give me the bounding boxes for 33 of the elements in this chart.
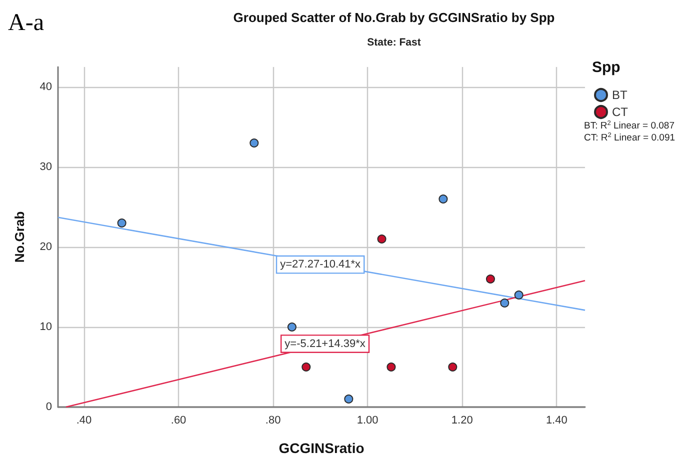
point <box>344 394 354 404</box>
x-tick-label: 1.00 <box>356 414 378 426</box>
point <box>302 362 311 372</box>
x-tick-label: .80 <box>265 414 281 426</box>
y-tick-label: 20 <box>40 241 52 253</box>
y-tick-label: 40 <box>40 81 52 93</box>
x-tick-label: .40 <box>76 414 92 426</box>
point <box>377 234 386 244</box>
chart-subtitle: State: Fast <box>367 36 422 48</box>
point <box>514 290 524 300</box>
x-tick-label: .60 <box>170 414 186 426</box>
annotation: y=-5.21+14.39*x <box>284 338 366 350</box>
text: A-a <box>8 10 44 36</box>
annotation: y=27.27-10.41*x <box>280 258 362 271</box>
point <box>250 138 259 148</box>
point <box>386 362 396 372</box>
legend-label: CT <box>612 105 629 119</box>
point <box>438 194 448 204</box>
x-tick-label: 1.40 <box>546 414 568 426</box>
y-axis-title: No.Grab <box>12 211 27 263</box>
y-tick-label: 0 <box>46 401 52 413</box>
legend-title: Spp <box>592 59 620 76</box>
point <box>500 298 510 308</box>
point <box>448 362 458 372</box>
y-tick-label: 10 <box>40 321 52 333</box>
point <box>287 322 296 332</box>
point <box>486 274 495 284</box>
x-axis-title: GCGINSratio <box>278 440 364 456</box>
legend-label: BT <box>612 88 628 102</box>
y-tick-label: 30 <box>40 161 52 173</box>
chart-title: Grouped Scatter of No.Grab by GCGINSratio by Spp <box>233 10 555 25</box>
x-tick-label: 1.20 <box>451 414 473 426</box>
point <box>117 218 126 228</box>
